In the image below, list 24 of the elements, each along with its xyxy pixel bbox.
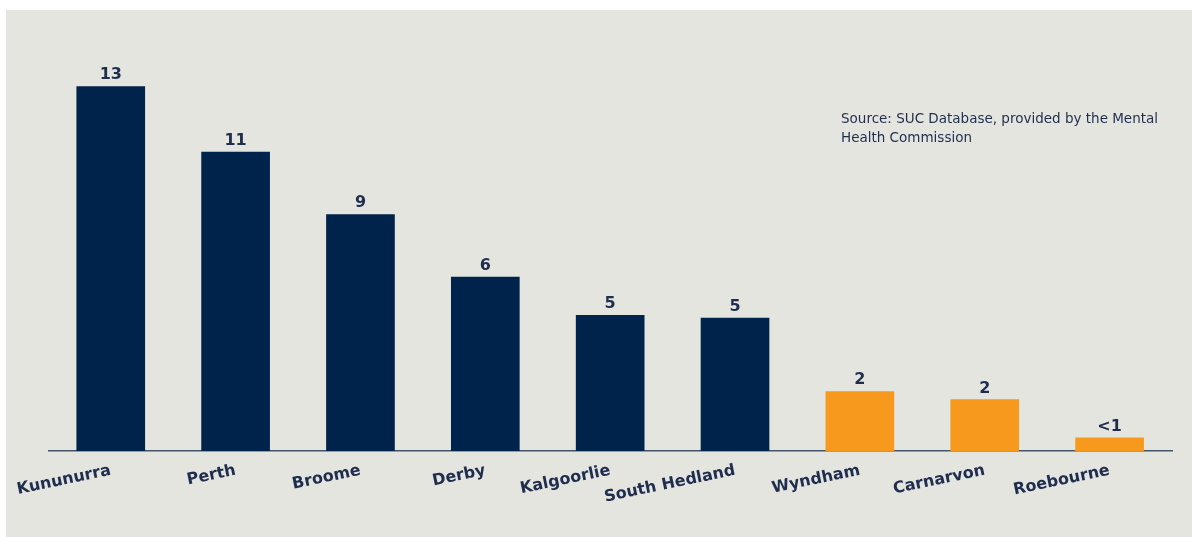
x-tick-label: Perth [184, 459, 238, 489]
x-tick-label: Carnarvon [891, 459, 987, 498]
data-label: 2 [979, 377, 991, 397]
bar [450, 276, 520, 452]
data-label: 13 [99, 64, 122, 84]
data-label: 5 [604, 293, 616, 313]
x-tick-label: Broome [290, 459, 363, 493]
data-label: 6 [479, 255, 491, 275]
bar [825, 391, 895, 452]
bar [326, 214, 395, 452]
annotation: Source: SUC Database, provided by the Mental Health Commission [841, 109, 1160, 147]
bar [950, 399, 1020, 452]
bar [700, 317, 770, 452]
data-label: 5 [729, 295, 741, 315]
bar [76, 86, 146, 452]
bar [201, 151, 270, 452]
data-label: 9 [354, 192, 367, 212]
data-label: 11 [224, 129, 247, 149]
bar [575, 314, 645, 452]
data-label: <1 [1097, 415, 1122, 435]
x-tick-label: Derby [430, 459, 488, 490]
x-tick-label: Wyndham [769, 459, 862, 497]
data-label: 2 [854, 369, 866, 389]
bar [1075, 437, 1144, 452]
